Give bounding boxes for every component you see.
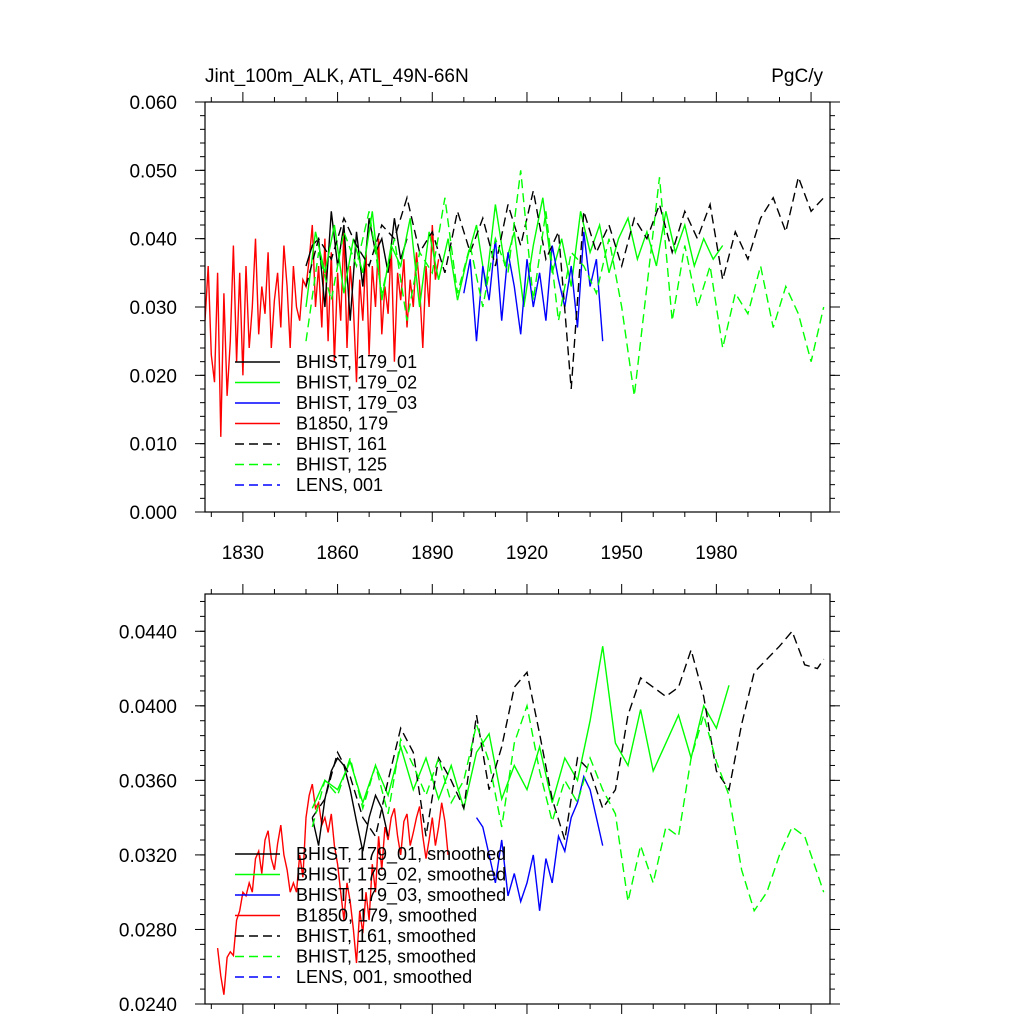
- x-tick-label: 1950: [601, 543, 643, 564]
- bottom-panel: 0.0240 0.0280 0.0320 0.0360 0.0400 0.0440 BHIS…: [119, 584, 840, 1016]
- legend-label: BHIST, 179_02: [296, 373, 417, 394]
- legend-label: BHIST, 179_03: [296, 393, 417, 414]
- x-tick-label: 1980: [695, 543, 737, 564]
- y-tick-label: 0.060: [129, 93, 177, 114]
- y-tick-label: 0.0360: [119, 771, 177, 792]
- y-tick-label: 0.0320: [119, 846, 177, 867]
- x-tick-label: 1920: [506, 543, 548, 564]
- series-line-2: [305, 197, 724, 308]
- series-group: [216, 629, 825, 995]
- chart-title: Jint_100m_ALK, ATL_49N-66N: [205, 66, 469, 87]
- series-group: [205, 170, 825, 437]
- series-line-2: [311, 646, 730, 812]
- y-tick-label: 0.050: [129, 161, 177, 182]
- legend-label: BHIST, 161: [296, 434, 387, 454]
- legend-label: BHIST, 179_01: [296, 352, 417, 373]
- series-line-4: [305, 174, 825, 390]
- series-line-3: [463, 231, 604, 342]
- legend-label: BHIST, 179_03, smoothed: [296, 885, 506, 906]
- x-tick-label: 1830: [222, 543, 264, 564]
- y-tick-label: 0.040: [129, 230, 177, 251]
- legend-label: LENS, 001, smoothed: [296, 967, 472, 987]
- y-tick-label: 0.0280: [119, 920, 177, 941]
- units-label: PgC/y: [771, 66, 823, 87]
- x-tick-label: 1860: [316, 543, 358, 564]
- plot-frame: [204, 593, 831, 1005]
- y-tick-label: 0.0240: [119, 995, 177, 1016]
- legend-label: BHIST, 161, smoothed: [296, 926, 476, 946]
- x-tick-label: 1890: [411, 543, 453, 564]
- legend-label: BHIST, 179_01, smoothed: [296, 844, 506, 865]
- legend-label: BHIST, 125: [296, 455, 387, 475]
- legend-label: LENS, 001: [296, 475, 383, 495]
- top-panel: Jint_100m_ALK, ATL_49N-66N PgC/y 0.000 0.…: [129, 66, 840, 564]
- legend-label: B1850, 179, smoothed: [296, 906, 477, 926]
- y-tick-label: 0.0400: [119, 697, 177, 718]
- y-tick-label: 0.020: [129, 366, 177, 387]
- legend-label: B1850, 179: [296, 414, 388, 434]
- y-tick-label: 0.010: [129, 435, 177, 456]
- y-tick-label: 0.000: [129, 503, 177, 524]
- y-tick-label: 0.0440: [119, 622, 177, 643]
- legend-label: BHIST, 179_02, smoothed: [296, 865, 506, 886]
- series-line-0: [216, 783, 449, 995]
- series-line-0: [205, 224, 440, 437]
- series-line-5: [311, 703, 825, 913]
- y-tick-label: 0.030: [129, 298, 177, 319]
- legend-label: BHIST, 125, smoothed: [296, 947, 476, 967]
- series-line-5: [305, 170, 825, 396]
- series-line-4: [311, 629, 825, 841]
